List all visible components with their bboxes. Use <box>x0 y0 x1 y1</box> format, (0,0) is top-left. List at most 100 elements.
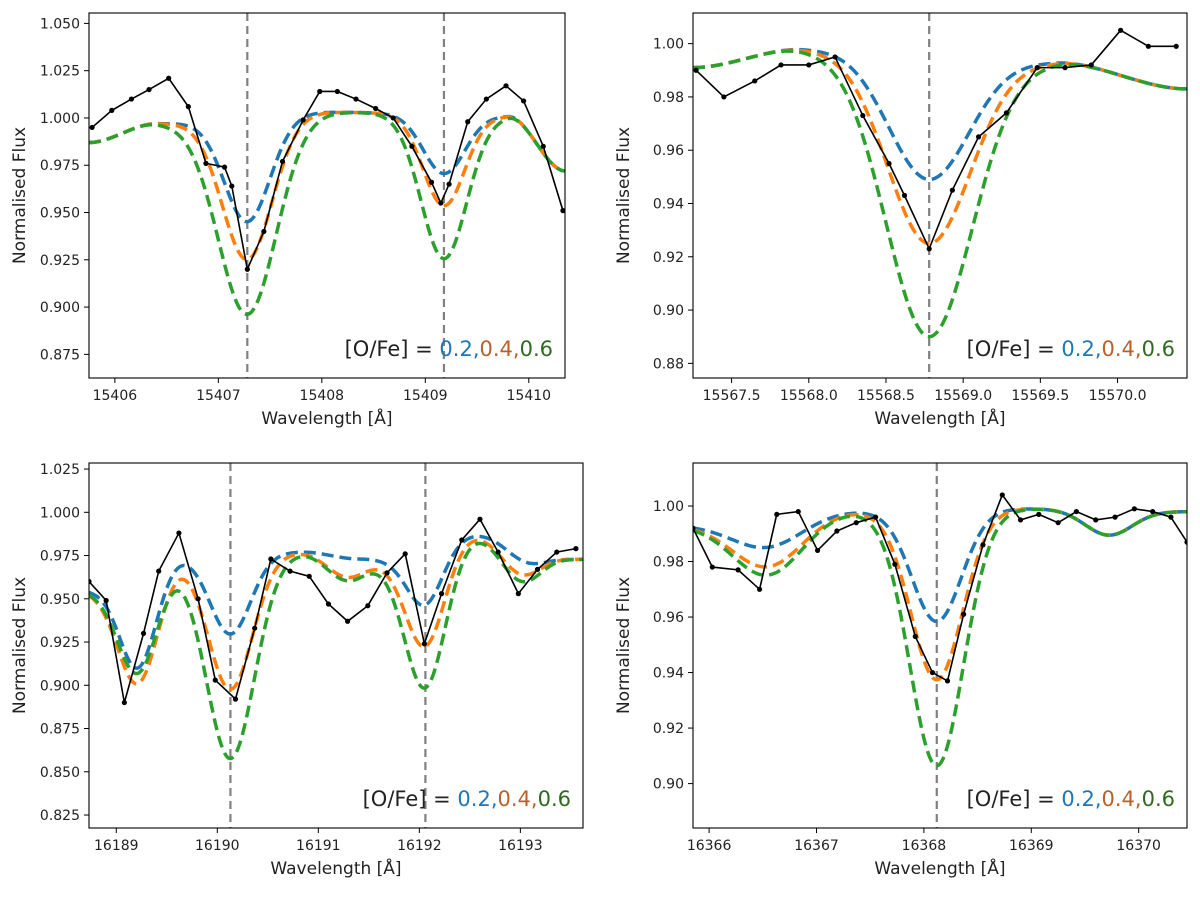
observed-point <box>709 564 715 570</box>
panel-top-left: 15406 15407 15408 15409 15410 0.875 0.900 0.925… <box>10 12 566 429</box>
y-tick-label: 0.92 <box>653 250 684 266</box>
legend-value-0-4: 0.4 <box>1102 787 1135 811</box>
y-tick-label: 1.000 <box>40 111 80 127</box>
x-axis-label: Wavelength [Å] <box>874 857 1005 879</box>
observed-point <box>373 105 379 112</box>
legend-value-0-6: 0.6 <box>538 787 571 811</box>
observed-point <box>279 158 286 165</box>
observed-point <box>252 625 258 631</box>
observed-point <box>980 542 986 548</box>
legend-value-0-4: 0.4 <box>498 787 531 811</box>
x-tick-label: 15569.0 <box>934 388 992 404</box>
y-tick-label: 0.88 <box>653 356 684 372</box>
x-tick-label: 16189 <box>94 838 139 854</box>
observed-point <box>300 117 306 123</box>
observed-point <box>1118 27 1124 33</box>
observed-point <box>244 266 250 272</box>
observed-point <box>1073 508 1079 515</box>
observed-point <box>999 492 1005 498</box>
legend-value-0-2: 0.2 <box>1061 787 1094 811</box>
legend-prefix: [O/Fe] = <box>363 787 458 811</box>
y-tick-label: 1.000 <box>40 505 80 521</box>
observed-point <box>1055 520 1061 526</box>
observed-point <box>503 83 509 89</box>
y-tick-label: 0.96 <box>653 610 684 626</box>
observed-point <box>146 86 152 93</box>
x-tick-label: 16193 <box>498 838 543 854</box>
legend-text: [O/Fe] = 0.2,0.4,0.6 <box>363 787 571 811</box>
x-tick-label: 15409 <box>403 388 448 404</box>
y-tick-label: 0.92 <box>653 721 684 737</box>
observed-point <box>212 677 218 683</box>
observed-point <box>317 88 323 95</box>
observed-point <box>438 591 445 597</box>
observed-point <box>446 181 452 187</box>
model-line-s04 <box>693 48 1187 246</box>
x-tick-label: 15408 <box>300 388 345 404</box>
observed-point <box>459 537 465 543</box>
observed-point <box>1062 65 1068 71</box>
observed-point <box>886 160 892 167</box>
x-tick-label: 15406 <box>93 388 138 404</box>
observed-point <box>438 200 444 206</box>
legend-value-0-4: 0.4 <box>1102 337 1135 361</box>
observed-point <box>365 603 371 609</box>
observed-point <box>1173 43 1179 49</box>
observed-point <box>409 143 415 149</box>
model-line-s02 <box>693 507 1187 624</box>
observed-point <box>1184 539 1187 545</box>
legend-value-0-2: 0.2 <box>457 787 490 811</box>
observed-point <box>832 54 838 60</box>
legend-prefix: [O/Fe] = <box>967 337 1062 361</box>
observed-line <box>695 29 1177 251</box>
axes-frame <box>88 462 584 829</box>
y-tick-label: 0.900 <box>40 678 80 694</box>
x-tick-label: 16370 <box>1116 838 1161 854</box>
y-axis-label: Normalised Flux <box>10 577 30 714</box>
observed-point <box>834 528 840 534</box>
x-tick-label: 16191 <box>296 838 341 854</box>
legend-prefix: [O/Fe] = <box>345 337 440 361</box>
x-tick-label: 15567.5 <box>703 388 761 404</box>
y-tick-label: 1.00 <box>653 499 684 515</box>
observed-point <box>89 578 92 585</box>
observed-point <box>140 630 147 636</box>
y-tick-label: 0.94 <box>653 666 684 682</box>
observed-point <box>1017 517 1024 523</box>
observed-point <box>166 75 172 81</box>
plot-area <box>89 463 583 828</box>
y-tick-label: 0.850 <box>40 765 80 781</box>
legend-separator: , <box>1095 787 1102 811</box>
observed-point <box>325 601 332 607</box>
observed-point <box>853 520 859 526</box>
x-tick-label: 16192 <box>397 838 442 854</box>
y-tick-label: 1.00 <box>653 37 684 53</box>
x-tick-label: 15568.0 <box>780 388 838 404</box>
observed-point <box>477 516 483 522</box>
observed-point <box>774 511 780 517</box>
observed-line <box>91 77 564 272</box>
observed-point <box>203 160 209 166</box>
legend-separator: , <box>1135 337 1142 361</box>
observed-point <box>353 96 359 102</box>
axes-frame <box>692 12 1188 379</box>
legend-value-0-6: 0.6 <box>1142 337 1175 361</box>
observed-point <box>121 699 127 706</box>
panel-bottom-right: 16366 16367 16368 16369 16370 0.90 0.92 0.94 0.9… <box>614 462 1188 879</box>
observed-point <box>1034 65 1040 71</box>
y-tick-label: 0.925 <box>40 253 80 269</box>
y-axis-label: Normalised Flux <box>614 127 634 264</box>
y-tick-label: 0.925 <box>40 635 80 651</box>
x-tick-label: 15569.5 <box>1011 388 1069 404</box>
observed-line <box>693 493 1187 683</box>
observed-point <box>521 98 527 104</box>
model-line-s06 <box>693 49 1187 339</box>
legend-text: [O/Fe] = 0.2,0.4,0.6 <box>967 787 1175 811</box>
observed-point <box>961 611 967 617</box>
x-axis-label: Wavelength [Å] <box>261 407 392 429</box>
observed-point <box>573 546 579 552</box>
model-line-s02 <box>693 47 1187 182</box>
observed-point <box>1093 517 1099 523</box>
x-tick-label: 16190 <box>195 838 240 854</box>
axes-frame <box>692 462 1188 829</box>
